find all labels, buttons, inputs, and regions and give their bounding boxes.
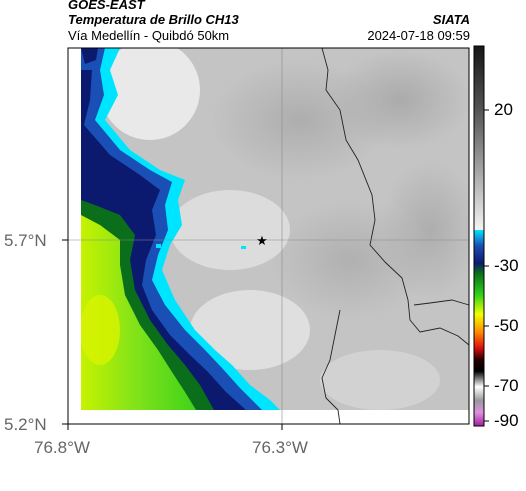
lat-tick-label: 5.2°N — [4, 415, 47, 434]
department-boundary — [321, 47, 470, 346]
location-marker-star: ★ — [256, 234, 268, 249]
colorbar-label: -70 — [494, 376, 519, 395]
department-boundary-south — [321, 309, 341, 425]
department-boundary-east — [413, 299, 470, 306]
agency-label: SIATA — [432, 12, 470, 27]
brightness-temperature-field — [81, 48, 469, 410]
colorbar — [473, 45, 489, 427]
lon-tick-label: 76.8°W — [34, 438, 90, 457]
timestamp-label: 2024-07-18 09:59 — [367, 28, 470, 43]
colorbar-label: -50 — [494, 316, 519, 335]
colorbar-label: -30 — [494, 256, 519, 275]
route-subtitle: Vía Medellín - Quibdó 50km — [68, 28, 230, 43]
map-left-margin — [68, 48, 81, 424]
colorbar-label: 20 — [494, 100, 513, 119]
map-bottom-margin — [81, 410, 469, 424]
satellite-title: GOES-EAST — [68, 0, 145, 12]
lat-tick-label: 5.7°N — [4, 231, 47, 250]
lon-tick-label: 76.3°W — [252, 438, 308, 457]
product-title: Temperatura de Brillo CH13 — [68, 12, 239, 27]
colorbar-label: -90 — [494, 411, 519, 430]
